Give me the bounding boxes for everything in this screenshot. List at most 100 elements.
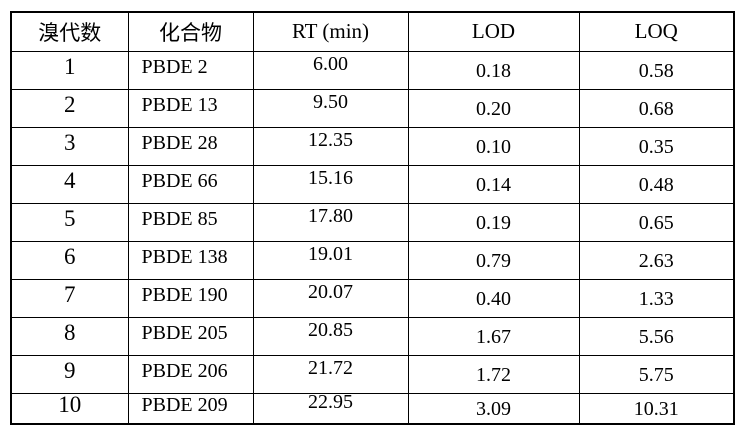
- cell-value: 21.72: [308, 356, 353, 379]
- column-header-label: LOD: [471, 19, 516, 44]
- column-header-label: 化合物: [159, 20, 222, 45]
- cell-compound: PBDE 85: [127, 202, 254, 242]
- cell-bromine-number: 4: [10, 164, 129, 204]
- cell-compound: PBDE 205: [127, 316, 254, 356]
- table-row: 8 PBDE 205 20.85 1.67 5.56: [10, 316, 735, 356]
- table-row: 3 PBDE 28 12.35 0.10 0.35: [10, 126, 735, 166]
- cell-loq: 5.75: [578, 354, 735, 394]
- table-body: 1 PBDE 2 6.00 0.18 0.58 2 PBDE 13 9.50 0.20 0.68 3…: [10, 50, 735, 425]
- cell-rt-min: 9.50: [252, 88, 409, 128]
- cell-lod: 0.20: [407, 88, 580, 128]
- table-row: 9 PBDE 206 21.72 1.72 5.75: [10, 354, 735, 394]
- cell-value: 9.50: [313, 90, 348, 113]
- cell-value: PBDE 2: [141, 55, 208, 78]
- cell-loq: 1.33: [578, 278, 735, 318]
- cell-value: PBDE 205: [141, 321, 228, 344]
- cell-loq: 0.58: [578, 50, 735, 90]
- cell-compound: PBDE 206: [127, 354, 254, 394]
- cell-rt-min: 21.72: [252, 354, 409, 394]
- cell-value: 3.09: [476, 397, 511, 420]
- cell-value: PBDE 206: [141, 359, 228, 382]
- cell-value: 0.68: [638, 97, 674, 120]
- cell-value: 0.40: [476, 287, 511, 310]
- cell-value: 17.80: [308, 204, 353, 227]
- cell-value: 0.58: [638, 59, 674, 82]
- table-row: 2 PBDE 13 9.50 0.20 0.68: [10, 88, 735, 128]
- column-header-lod: LOD: [407, 11, 580, 52]
- cell-value: 5.56: [638, 325, 674, 348]
- cell-value: PBDE 138: [141, 245, 228, 268]
- cell-bromine-number: 8: [10, 316, 129, 356]
- cell-rt-min: 15.16: [252, 164, 409, 204]
- table-head: 溴代数 化合物 RT (min) LOD LOQ: [10, 11, 735, 52]
- cell-lod: 1.67: [407, 316, 580, 356]
- cell-value: 20.07: [308, 280, 353, 303]
- column-header-label: 溴代数: [38, 20, 102, 45]
- cell-lod: 1.72: [407, 354, 580, 394]
- cell-value: 10: [58, 393, 82, 418]
- cell-value: 4: [64, 168, 76, 193]
- table-row: 10 PBDE 209 22.95 3.09 10.31: [10, 392, 735, 425]
- cell-value: 6.00: [313, 52, 348, 75]
- cell-compound: PBDE 190: [127, 278, 254, 318]
- cell-compound: PBDE 66: [127, 164, 254, 204]
- column-header-loq: LOQ: [578, 11, 735, 52]
- cell-value: PBDE 13: [141, 93, 218, 116]
- cell-compound: PBDE 138: [127, 240, 254, 280]
- cell-value: 0.10: [476, 135, 511, 158]
- cell-compound: PBDE 13: [127, 88, 254, 128]
- column-header-compound: 化合物: [127, 11, 254, 52]
- cell-lod: 0.18: [407, 50, 580, 90]
- table-row: 6 PBDE 138 19.01 0.79 2.63: [10, 240, 735, 280]
- cell-loq: 10.31: [578, 392, 735, 425]
- column-header-label: RT (min): [291, 19, 370, 44]
- cell-value: 1: [64, 54, 76, 79]
- pbde-lod-loq-table: 溴代数 化合物 RT (min) LOD LOQ 1 PBDE 2 6.00 0.18 0.58…: [10, 11, 735, 425]
- cell-lod: 0.40: [407, 278, 580, 318]
- cell-value: PBDE 66: [141, 169, 218, 192]
- cell-value: 10.31: [633, 397, 679, 420]
- cell-loq: 0.48: [578, 164, 735, 204]
- cell-value: 1.67: [476, 325, 511, 348]
- cell-lod: 0.10: [407, 126, 580, 166]
- cell-loq: 0.68: [578, 88, 735, 128]
- cell-lod: 3.09: [407, 392, 580, 425]
- table-row: 4 PBDE 66 15.16 0.14 0.48: [10, 164, 735, 204]
- cell-value: 0.48: [638, 173, 674, 196]
- cell-value: 6: [64, 244, 76, 269]
- cell-value: 1.72: [476, 363, 511, 386]
- cell-value: 9: [64, 358, 76, 383]
- column-header-label: LOQ: [634, 19, 678, 44]
- cell-rt-min: 6.00: [252, 50, 409, 90]
- cell-value: 0.79: [476, 249, 511, 272]
- column-header-rt-min: RT (min): [252, 11, 409, 52]
- cell-value: 2.63: [638, 249, 674, 272]
- cell-value: 5: [64, 206, 76, 231]
- cell-bromine-number: 7: [10, 278, 129, 318]
- cell-value: 5.75: [638, 363, 674, 386]
- cell-value: 12.35: [308, 128, 353, 151]
- cell-value: 0.35: [638, 135, 674, 158]
- cell-bromine-number: 9: [10, 354, 129, 394]
- cell-value: 8: [64, 320, 76, 345]
- cell-bromine-number: 1: [10, 50, 129, 90]
- cell-rt-min: 17.80: [252, 202, 409, 242]
- cell-bromine-number: 5: [10, 202, 129, 242]
- cell-rt-min: 12.35: [252, 126, 409, 166]
- cell-value: 20.85: [308, 318, 353, 341]
- cell-loq: 0.35: [578, 126, 735, 166]
- cell-value: 0.65: [638, 211, 674, 234]
- cell-loq: 5.56: [578, 316, 735, 356]
- table-header-row: 溴代数 化合物 RT (min) LOD LOQ: [10, 11, 735, 52]
- cell-loq: 0.65: [578, 202, 735, 242]
- cell-value: 0.14: [476, 173, 511, 196]
- cell-bromine-number: 3: [10, 126, 129, 166]
- table-row: 1 PBDE 2 6.00 0.18 0.58: [10, 50, 735, 90]
- table-row: 7 PBDE 190 20.07 0.40 1.33: [10, 278, 735, 318]
- cell-value: PBDE 28: [141, 131, 218, 154]
- cell-bromine-number: 10: [10, 392, 129, 425]
- cell-rt-min: 20.85: [252, 316, 409, 356]
- cell-value: 7: [64, 282, 76, 307]
- cell-rt-min: 19.01: [252, 240, 409, 280]
